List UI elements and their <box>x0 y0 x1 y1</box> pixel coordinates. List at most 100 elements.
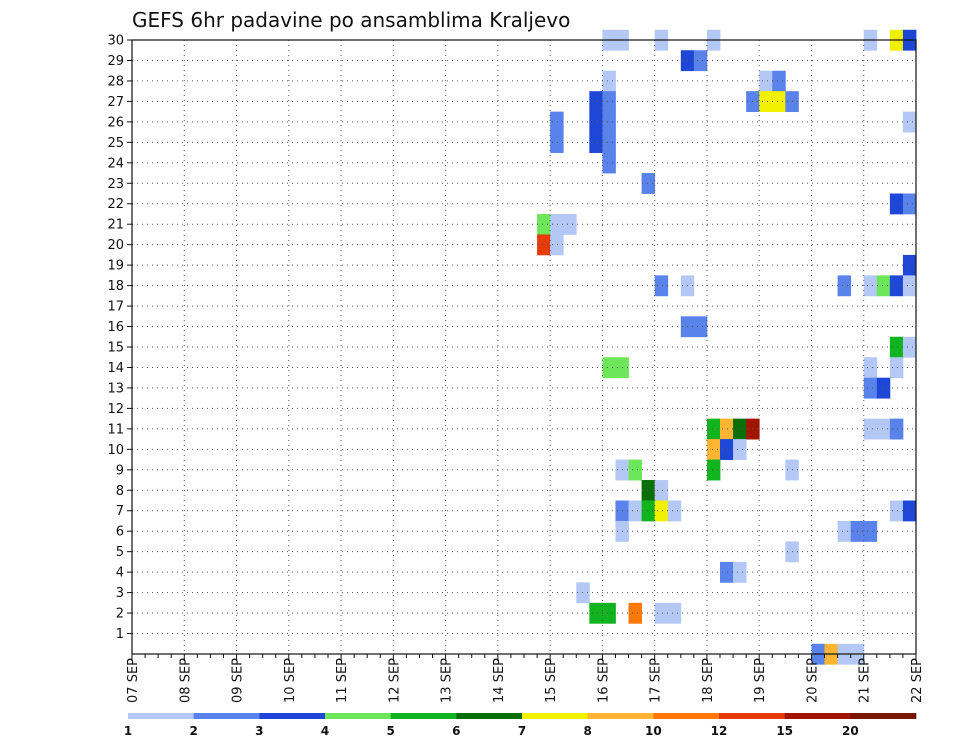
x-tick-label: 12 SEP <box>387 658 402 703</box>
y-tick-label: 11 <box>107 422 124 437</box>
x-axis: 07 SEP 08 SEP 09 SEP 10 SEP 11 SEP 12 SEP 13 S… <box>126 654 925 703</box>
heatmap-cell <box>876 275 891 297</box>
heatmap-cell <box>772 91 786 113</box>
y-tick-label: 12 <box>107 402 124 417</box>
heatmap-cell <box>889 418 904 440</box>
heatmap-cell <box>693 316 708 338</box>
heatmap-cell <box>537 213 551 235</box>
heatmap-cell <box>733 418 747 440</box>
heatmap-cell <box>733 561 747 583</box>
colorbar-swatch <box>390 713 457 719</box>
y-tick-label: 28 <box>107 74 124 89</box>
colorbar-swatch <box>719 713 785 719</box>
colorbar-label: 8 <box>583 724 591 738</box>
x-tick-label: 11 SEP <box>335 658 350 703</box>
heatmap-cell <box>550 234 564 256</box>
colorbar-swatch <box>850 713 917 719</box>
y-tick-label: 21 <box>107 218 124 233</box>
heatmap-cell <box>550 132 564 153</box>
x-tick-label: 16 SEP <box>596 658 611 703</box>
heatmap-cell <box>602 91 616 113</box>
x-tick-label: 09 SEP <box>231 658 246 703</box>
heatmap-cell <box>654 602 669 624</box>
y-tick-label: 13 <box>107 381 124 396</box>
y-tick-label: 18 <box>107 279 124 294</box>
colorbar-label: 3 <box>255 724 263 738</box>
colorbar-swatch <box>587 713 654 719</box>
heatmap-cell <box>550 111 564 133</box>
heatmap-cell <box>706 418 721 440</box>
heatmap-cell <box>889 357 904 379</box>
colorbar: 1 2 3 4 5 6 7 8 10 12 15 20 <box>124 713 917 738</box>
heatmap-cell <box>706 439 721 460</box>
heatmap-cell <box>902 336 917 358</box>
y-axis: 1234567891011121314151617181920212223242… <box>107 34 132 642</box>
y-tick-label: 27 <box>107 95 124 110</box>
x-tick-label: 15 SEP <box>544 658 559 703</box>
y-tick-label: 25 <box>107 136 124 151</box>
heatmap-cell <box>602 357 616 379</box>
heatmap-cell <box>876 418 891 440</box>
heatmap-cell <box>654 275 669 297</box>
heatmap-cell <box>667 602 682 624</box>
heatmap-cell <box>602 111 616 133</box>
heatmap-cell <box>720 418 734 440</box>
heatmap-cell <box>837 520 852 542</box>
heatmap-cell <box>589 132 603 153</box>
x-tick-label: 10 SEP <box>283 658 298 703</box>
colorbar-label: 2 <box>189 724 197 738</box>
y-tick-label: 10 <box>107 443 124 458</box>
colorbar-label: 20 <box>842 724 859 738</box>
x-tick-label: 18 SEP <box>701 658 716 703</box>
heatmap-cell <box>602 132 616 153</box>
x-tick-label: 13 SEP <box>440 658 455 703</box>
colorbar-swatch <box>193 713 260 719</box>
colorbar-label: 6 <box>452 724 460 738</box>
heatmap-cell <box>889 193 904 215</box>
x-tick-label: 20 SEP <box>805 658 820 703</box>
colorbar-label: 12 <box>711 724 728 738</box>
x-tick-label: 21 SEP <box>858 658 873 703</box>
heatmap-cell <box>628 602 642 624</box>
heatmap-cell <box>759 91 773 113</box>
heatmap-cell <box>602 70 616 92</box>
colorbar-label: 15 <box>776 724 793 738</box>
colorbar-swatch <box>653 713 720 719</box>
heatmap-cell <box>759 70 773 92</box>
colorbar-swatch <box>522 713 588 719</box>
heatmap-cell <box>889 336 904 358</box>
y-tick-label: 23 <box>107 177 124 192</box>
heatmap-cell <box>863 357 878 379</box>
y-tick-label: 22 <box>107 197 124 212</box>
heatmap-cell <box>550 213 564 235</box>
heatmap-cell <box>863 275 878 297</box>
y-tick-label: 7 <box>116 504 124 519</box>
y-tick-label: 2 <box>116 607 124 622</box>
colorbar-label: 7 <box>518 724 526 738</box>
y-tick-label: 19 <box>107 259 124 274</box>
heatmap-cell <box>589 602 603 624</box>
heatmap-cell <box>641 500 656 522</box>
colorbar-label: 4 <box>321 724 329 738</box>
colorbar-swatch <box>128 713 194 719</box>
heatmap-cell <box>720 439 734 460</box>
x-tick-label: 08 SEP <box>178 658 193 703</box>
heatmap-cell <box>563 213 577 235</box>
y-tick-label: 6 <box>116 525 124 540</box>
x-tick-label: 07 SEP <box>126 658 141 703</box>
y-tick-label: 4 <box>116 566 124 581</box>
heatmap-cell <box>628 459 642 481</box>
heatmap-cell <box>863 418 878 440</box>
y-tick-label: 5 <box>116 545 124 560</box>
heatmap-cell <box>902 193 917 215</box>
heatmap-cell <box>654 480 669 501</box>
heatmap-cell <box>902 111 917 133</box>
heatmap-cell <box>537 234 551 256</box>
heatmap-cell <box>720 561 734 583</box>
heatmap-cell <box>641 173 656 194</box>
y-tick-label: 16 <box>107 320 124 335</box>
chart-title: GEFS 6hr padavine po ansamblima Kraljevo <box>132 8 570 32</box>
heatmap-cell <box>693 50 708 72</box>
y-tick-label: 3 <box>116 586 124 601</box>
colorbar-swatch <box>325 713 391 719</box>
